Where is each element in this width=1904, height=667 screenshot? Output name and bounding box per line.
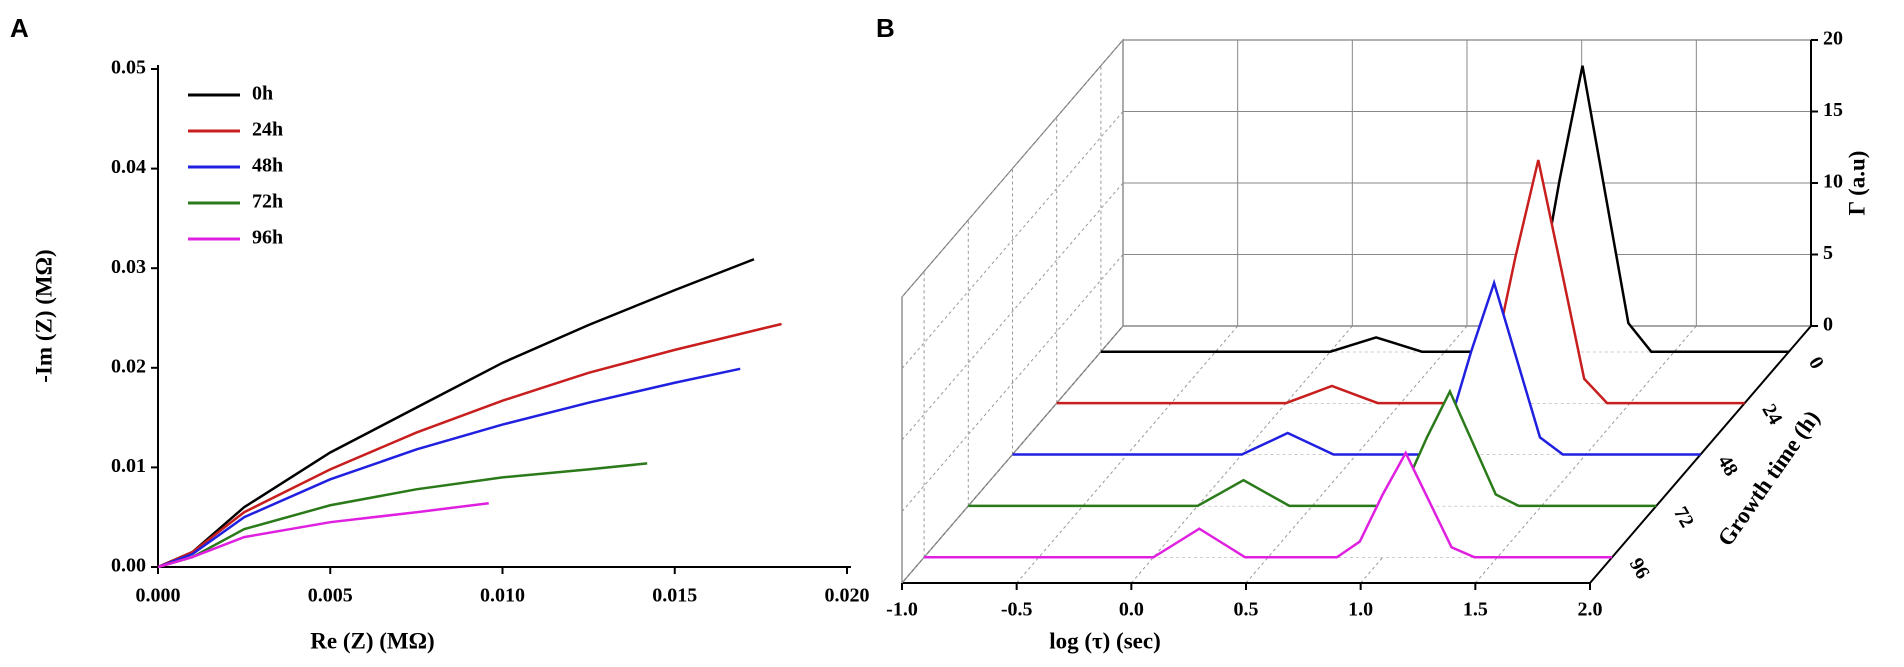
y-tick-label: 0.03 [111,256,146,278]
y-tick-label: 0.02 [111,355,146,377]
x-tick-label: 0.0 [1119,599,1144,621]
x-tick-label: 2.0 [1578,599,1603,621]
series-line [157,462,648,569]
depth-tick-label: 96 [1625,554,1654,582]
x-tick-label: 0.000 [136,585,181,607]
grid-line [901,254,1124,512]
series-line [968,388,1657,508]
y-tick-label: 0.04 [111,156,146,178]
z-axis-label: Γ (a.u) [1844,151,1869,216]
grid-line [901,111,1124,369]
curve-fill [968,391,1657,506]
x-axis-label: log (τ) (sec) [1049,628,1161,653]
depth-tick-label: 0 [1804,353,1828,373]
panel-label: A [10,13,29,43]
series-line [1056,159,1745,405]
y-tick-label: 0.05 [111,57,146,79]
legend-label: 0h [252,83,273,105]
x-tick-label: 1.0 [1348,599,1373,621]
depth-tick-label: 72 [1669,503,1698,531]
panel-label: B [876,13,895,43]
legend-label: 96h [252,227,283,249]
curve-fill [1012,282,1701,455]
x-tick-label: 0.005 [308,585,353,607]
legend-label: 72h [252,191,283,213]
series-line [1012,278,1701,456]
series-line [1100,65,1789,353]
y-tick-label: 0.00 [111,555,146,577]
y-tick-label: 0.01 [111,455,146,477]
series-line [157,258,755,569]
x-tick-label: -1.0 [886,599,918,621]
legend-label: 24h [252,119,283,141]
y-axis-label: -Im (Z) (MΩ) [31,249,56,382]
curve-fill [1100,65,1789,352]
x-tick-label: 0.015 [652,585,697,607]
depth-tick-label: 48 [1713,452,1742,480]
x-tick-label: 0.010 [480,585,525,607]
grid-line [901,39,1124,298]
series-line [157,322,782,569]
x-tick-label: 1.5 [1463,599,1488,621]
z-tick-label: 0 [1823,314,1833,336]
curve-fill [924,452,1613,558]
x-tick-label: 0.020 [825,585,870,607]
series-line [157,367,741,569]
curve-fill [1056,160,1745,404]
depth-tick-label: 24 [1757,400,1786,428]
z-tick-label: 20 [1823,28,1843,50]
legend-label: 48h [252,155,283,177]
series-line [157,502,489,569]
series-line [924,450,1613,559]
grid-line [901,182,1124,441]
x-tick-label: 0.5 [1234,599,1259,621]
z-tick-label: 5 [1823,242,1833,264]
z-tick-label: 15 [1823,99,1843,121]
z-tick-label: 10 [1823,171,1843,193]
x-tick-label: -0.5 [1001,599,1033,621]
x-axis-label: Re (Z) (MΩ) [310,628,434,653]
